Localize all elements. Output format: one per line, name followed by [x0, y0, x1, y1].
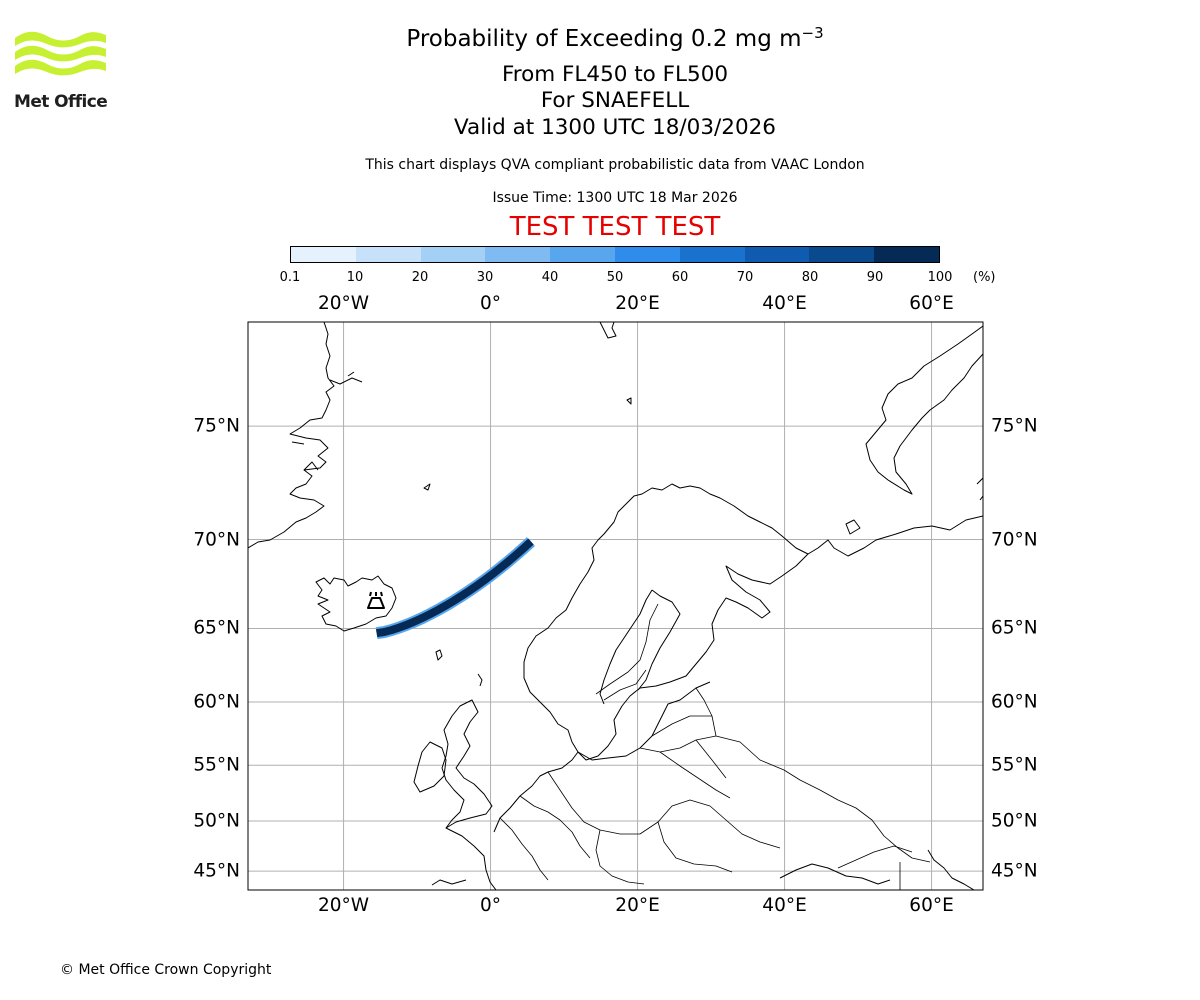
map-frame [247, 321, 984, 891]
longitude-label-bottom: 20°E [615, 895, 660, 916]
longitude-label-top: 40°E [762, 293, 807, 314]
greenland-coast [248, 322, 335, 549]
scandinavia-coast [523, 483, 809, 761]
valid-time: Valid at 1300 UTC 18/03/2026 [453, 115, 776, 140]
black-sea-coast [779, 863, 891, 885]
colorbar-tick-label: 100 [927, 270, 953, 285]
colorbar-tick-label: 20 [411, 270, 429, 285]
latitude-label-right: 70°N [991, 529, 1038, 551]
novaya-zemlya-coast [865, 325, 983, 495]
ash-plume-edge [375, 537, 536, 640]
latitude-label-left: 60°N [193, 691, 240, 713]
colorbar-segment [420, 247, 486, 262]
ireland-coast [413, 741, 447, 793]
longitude-label-bottom: 0° [480, 895, 502, 916]
latitude-label-right: 60°N [991, 691, 1038, 713]
colorbar-tick-label: 70 [736, 270, 754, 285]
snaefell-marker [367, 591, 385, 609]
baltic-coast [493, 681, 711, 833]
latitude-label-left: 70°N [193, 529, 240, 551]
bear-island-coast [626, 397, 632, 405]
volcano-name: For SNAEFELL [540, 88, 690, 113]
colorbar-tick-label: 80 [801, 270, 819, 285]
colorbar-unit: (%) [973, 270, 996, 285]
bothnia-coast [599, 589, 681, 705]
colorbar-segment [679, 247, 745, 262]
chart-title-exponent: −3 [801, 24, 824, 42]
faroe-coast [435, 649, 443, 661]
colorbar-segment [809, 247, 875, 262]
caucasus-border [837, 845, 913, 890]
longitude-label-top: 20°E [615, 293, 660, 314]
graticule [248, 322, 983, 890]
chart-title: Probability of Exceeding 0.2 mg m−3 [0, 24, 1200, 52]
colorbar-tick-label: 90 [866, 270, 884, 285]
met-office-waves-icon [15, 31, 106, 76]
longitude-label-top: 20°W [318, 293, 370, 314]
latitude-label-left: 50°N [193, 810, 240, 832]
colorbar-tick-label: 50 [606, 270, 624, 285]
copyright-notice: © Met Office Crown Copyright [60, 962, 272, 978]
chart-title-text: Probability of Exceeding 0.2 mg m [406, 26, 802, 52]
met-office-logo: Met Office [14, 30, 109, 112]
latitude-label-left: 55°N [193, 754, 240, 776]
latitude-label-left: 75°N [193, 415, 240, 437]
colorbar-tick-label: 10 [346, 270, 364, 285]
russia-north-coast [807, 515, 983, 557]
latitude-label-right: 50°N [991, 810, 1038, 832]
kolguev-coast [845, 519, 861, 535]
probability-colorbar [290, 246, 940, 263]
colorbar-segment [355, 247, 421, 262]
latitude-label-right: 55°N [991, 754, 1038, 776]
colorbar-tick-label: 30 [476, 270, 494, 285]
vaygach-coast [976, 477, 983, 501]
colorbar-segment [614, 247, 680, 262]
disclaimer-text: This chart displays QVA compliant probab… [365, 157, 865, 173]
caspian-coast [927, 849, 975, 890]
longitude-label-top: 0° [480, 293, 502, 314]
ash-plume-core [375, 538, 534, 638]
colorbar-tick-label: 60 [671, 270, 689, 285]
met-office-logo-text: Met Office [14, 92, 108, 112]
latitude-label-left: 65°N [193, 617, 240, 639]
greenland-fjord [291, 371, 363, 471]
jan-mayen-coast [423, 483, 431, 491]
ash-probability-field [375, 537, 536, 640]
latitude-label-right: 65°N [991, 617, 1038, 639]
flight-level-range: From FL450 to FL500 [501, 62, 729, 87]
latitude-label-right: 75°N [991, 415, 1038, 437]
colorbar-segment [485, 247, 551, 262]
great-britain-coast [441, 699, 493, 829]
longitude-label-top: 60°E [909, 293, 954, 314]
colorbar-segment [291, 247, 356, 262]
latitude-label-left: 45°N [193, 860, 240, 882]
colorbar-segment [744, 247, 810, 262]
colorbar-tick-label: 40 [541, 270, 559, 285]
longitude-label-bottom: 20°W [318, 895, 370, 916]
iceland-coast [315, 575, 397, 632]
coastlines-and-borders [248, 322, 983, 890]
longitude-label-bottom: 40°E [762, 895, 807, 916]
test-banner: TEST TEST TEST [509, 212, 721, 242]
colorbar-segment [550, 247, 615, 262]
france-coast [431, 827, 497, 890]
colorbar-tick-label: 0.1 [279, 270, 301, 285]
latitude-label-right: 45°N [991, 860, 1038, 882]
colorbar-segment [874, 247, 939, 262]
svalbard-coast [599, 322, 617, 339]
longitude-label-bottom: 60°E [909, 895, 954, 916]
baltic-states-borders [651, 715, 731, 799]
shetland-coast [477, 673, 483, 687]
issue-time: Issue Time: 1300 UTC 18 Mar 2026 [492, 190, 738, 206]
country-borders [499, 603, 931, 885]
